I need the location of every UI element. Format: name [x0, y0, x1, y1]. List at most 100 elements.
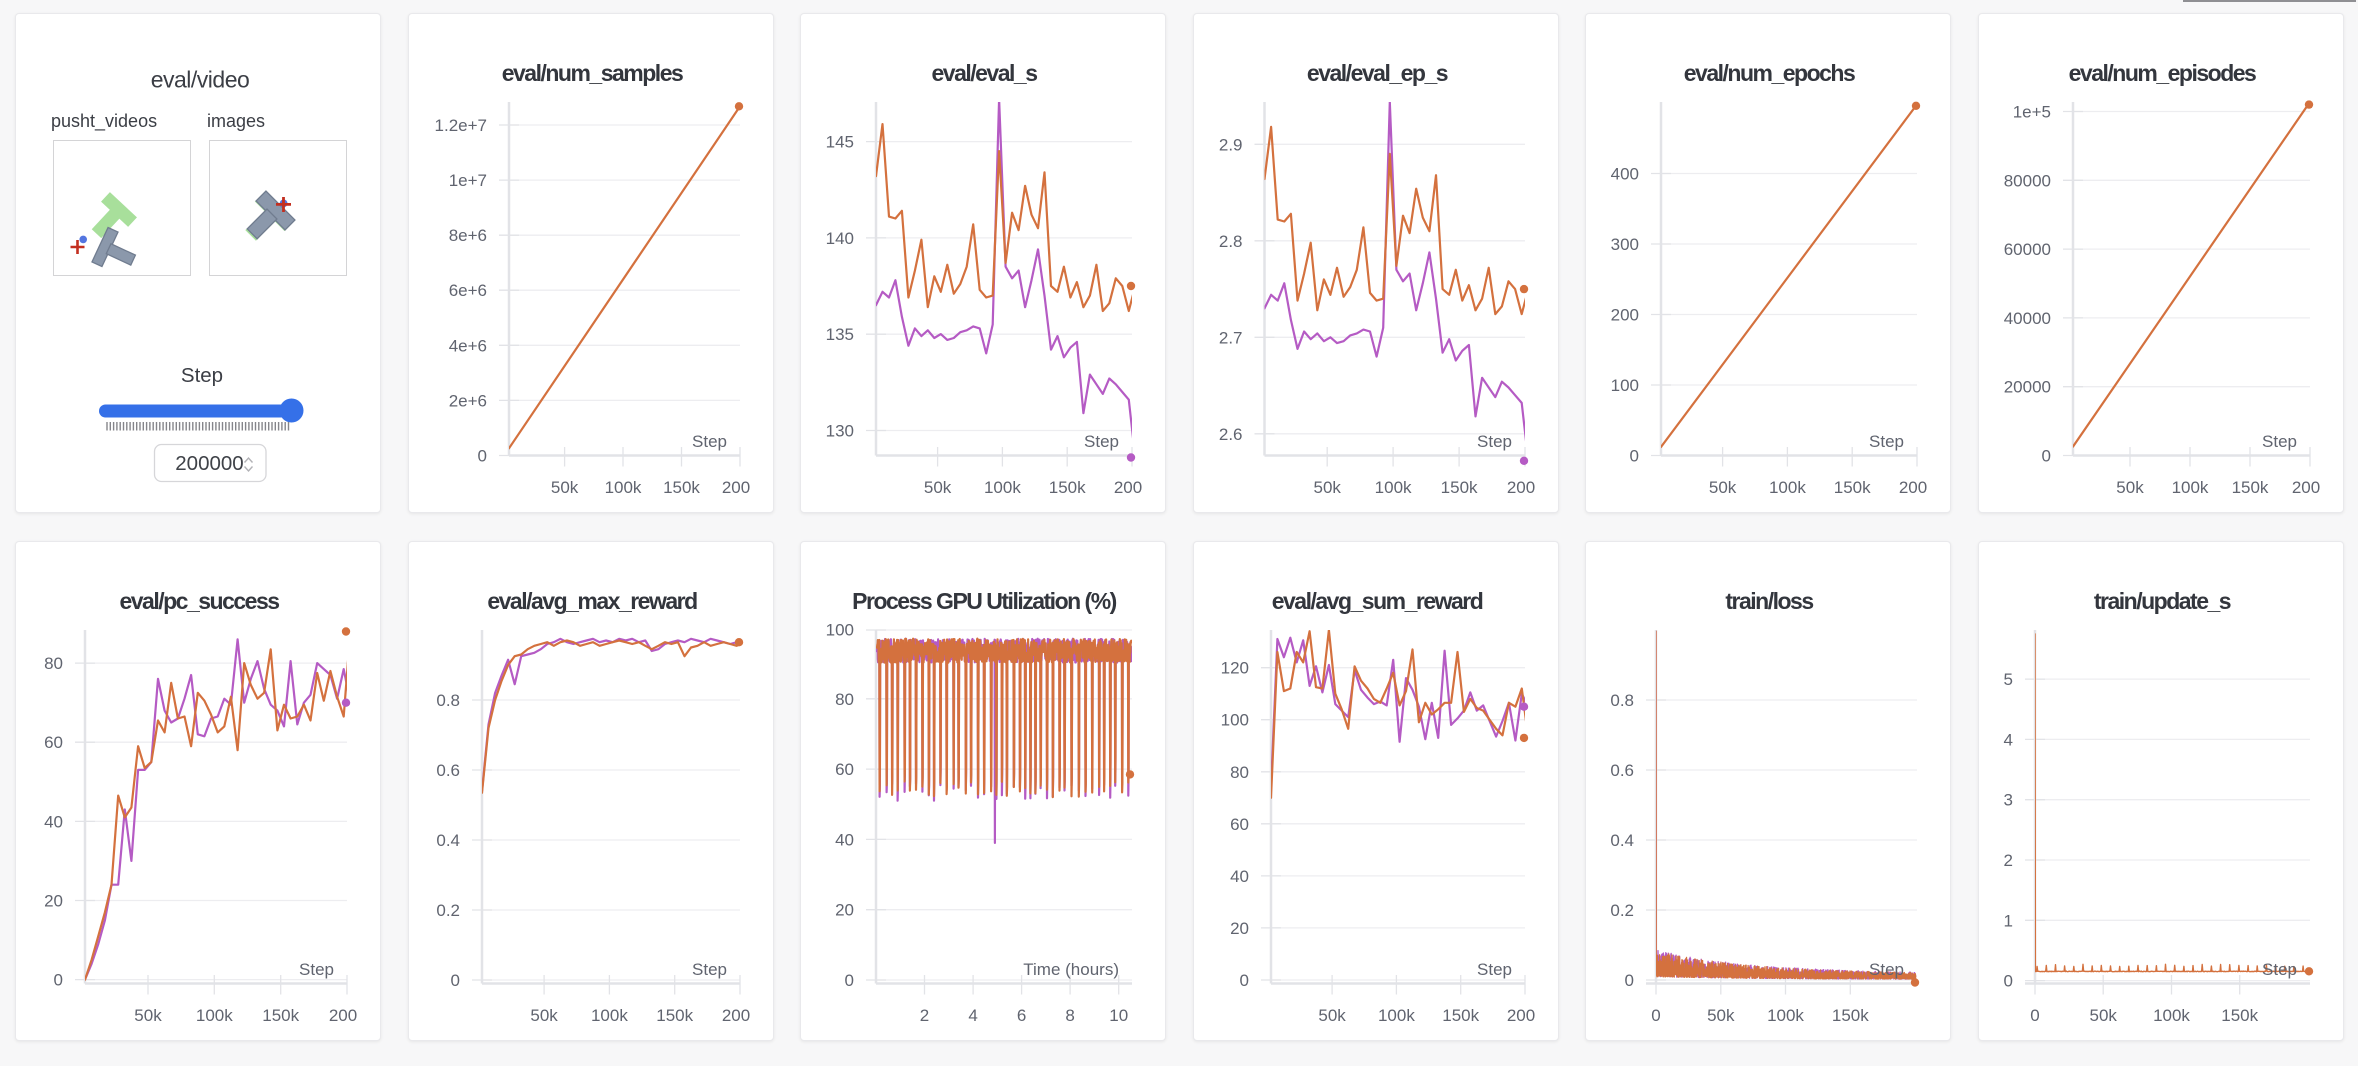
svg-text:60: 60 — [835, 760, 854, 779]
svg-text:eval/video: eval/video — [151, 67, 250, 93]
svg-text:Step: Step — [181, 364, 223, 387]
svg-text:Step: Step — [2262, 432, 2297, 451]
svg-text:50k: 50k — [924, 478, 952, 497]
svg-text:100k: 100k — [1769, 478, 1806, 497]
svg-text:50k: 50k — [1313, 478, 1341, 497]
svg-text:100k: 100k — [2171, 478, 2208, 497]
svg-text:50k: 50k — [1709, 478, 1737, 497]
svg-text:50k: 50k — [1318, 1006, 1346, 1025]
svg-text:2.7: 2.7 — [1218, 328, 1242, 347]
svg-text:150k: 150k — [1442, 1006, 1479, 1025]
svg-text:0: 0 — [477, 447, 486, 466]
svg-text:20: 20 — [835, 901, 854, 920]
svg-text:0.8: 0.8 — [1610, 691, 1634, 710]
svg-text:200: 200 — [1114, 478, 1142, 497]
svg-text:4e+6: 4e+6 — [448, 336, 486, 355]
svg-text:images: images — [207, 111, 265, 131]
svg-text:100: 100 — [1611, 376, 1639, 395]
svg-text:50k: 50k — [134, 1006, 162, 1025]
svg-text:5: 5 — [2003, 670, 2012, 689]
svg-text:20: 20 — [44, 892, 63, 911]
svg-text:train/loss: train/loss — [1725, 588, 1813, 614]
svg-text:Step: Step — [692, 432, 727, 451]
svg-text:Process GPU Utilization (%): Process GPU Utilization (%) — [852, 588, 1117, 614]
svg-text:Step: Step — [1869, 432, 1904, 451]
svg-text:200: 200 — [721, 478, 749, 497]
svg-text:2.8: 2.8 — [1218, 232, 1242, 251]
svg-text:3: 3 — [2003, 791, 2012, 810]
svg-text:Step: Step — [1477, 960, 1512, 979]
svg-text:0.6: 0.6 — [436, 761, 460, 780]
svg-text:200: 200 — [1506, 1006, 1534, 1025]
svg-text:0: 0 — [1651, 1006, 1660, 1025]
svg-text:50k: 50k — [2116, 478, 2144, 497]
svg-text:eval/num_epochs: eval/num_epochs — [1684, 60, 1855, 86]
svg-text:Time (hours): Time (hours) — [1023, 960, 1119, 979]
svg-text:0: 0 — [1630, 447, 1639, 466]
svg-text:150k: 150k — [262, 1006, 299, 1025]
svg-text:Step: Step — [299, 960, 334, 979]
svg-text:150k: 150k — [656, 1006, 693, 1025]
svg-text:100: 100 — [1220, 711, 1248, 730]
svg-text:6: 6 — [1017, 1006, 1026, 1025]
svg-text:eval/num_episodes: eval/num_episodes — [2068, 60, 2255, 86]
svg-text:2e+6: 2e+6 — [448, 391, 486, 410]
svg-text:pusht_videos: pusht_videos — [51, 111, 157, 132]
svg-text:60: 60 — [1230, 815, 1249, 834]
svg-text:40: 40 — [835, 830, 854, 849]
svg-text:200000: 200000 — [175, 452, 243, 475]
svg-text:eval/eval_ep_s: eval/eval_ep_s — [1306, 60, 1447, 86]
svg-text:20: 20 — [1230, 919, 1249, 938]
svg-text:0.4: 0.4 — [436, 831, 460, 850]
svg-text:8e+6: 8e+6 — [448, 226, 486, 245]
svg-text:0.8: 0.8 — [436, 691, 460, 710]
svg-text:150k: 150k — [663, 478, 700, 497]
svg-text:2.6: 2.6 — [1218, 425, 1242, 444]
svg-text:0.4: 0.4 — [1610, 831, 1634, 850]
svg-text:0.6: 0.6 — [1610, 761, 1634, 780]
svg-text:Step: Step — [1869, 960, 1904, 979]
svg-text:40: 40 — [44, 812, 63, 831]
svg-text:200: 200 — [721, 1006, 749, 1025]
svg-text:100k: 100k — [2153, 1006, 2190, 1025]
svg-text:120: 120 — [1220, 659, 1248, 678]
svg-text:100k: 100k — [196, 1006, 233, 1025]
svg-text:Step: Step — [1084, 432, 1119, 451]
svg-text:130: 130 — [826, 422, 854, 441]
svg-text:100: 100 — [826, 621, 854, 640]
svg-text:1e+5: 1e+5 — [2012, 103, 2050, 122]
svg-text:4: 4 — [2003, 730, 2012, 749]
svg-text:eval/eval_s: eval/eval_s — [931, 60, 1037, 86]
svg-text:1.2e+7: 1.2e+7 — [434, 116, 486, 135]
svg-text:0: 0 — [2030, 1006, 2039, 1025]
svg-text:eval/avg_max_reward: eval/avg_max_reward — [487, 588, 697, 614]
svg-text:Step: Step — [692, 960, 727, 979]
svg-text:6e+6: 6e+6 — [448, 281, 486, 300]
svg-text:2: 2 — [2003, 851, 2012, 870]
svg-text:20000: 20000 — [2003, 378, 2050, 397]
svg-text:8: 8 — [1065, 1006, 1074, 1025]
svg-text:Step: Step — [1477, 432, 1512, 451]
svg-text:200: 200 — [329, 1006, 357, 1025]
svg-text:0: 0 — [2041, 447, 2050, 466]
svg-text:150k: 150k — [2231, 478, 2268, 497]
svg-text:60: 60 — [44, 733, 63, 752]
svg-text:eval/pc_success: eval/pc_success — [119, 588, 279, 614]
svg-text:4: 4 — [968, 1006, 977, 1025]
svg-text:150k: 150k — [2221, 1006, 2258, 1025]
svg-text:80: 80 — [44, 654, 63, 673]
svg-text:100k: 100k — [984, 478, 1021, 497]
svg-text:Step: Step — [2262, 960, 2297, 979]
svg-text:100k: 100k — [1374, 478, 1411, 497]
svg-text:200: 200 — [2291, 478, 2319, 497]
svg-text:2: 2 — [920, 1006, 929, 1025]
svg-text:80: 80 — [1230, 763, 1249, 782]
svg-text:40: 40 — [1230, 867, 1249, 886]
svg-text:0.2: 0.2 — [1610, 901, 1634, 920]
svg-text:0: 0 — [450, 971, 459, 990]
svg-text:2.9: 2.9 — [1218, 135, 1242, 154]
svg-text:0.2: 0.2 — [436, 901, 460, 920]
svg-text:140: 140 — [826, 229, 854, 248]
svg-text:100k: 100k — [590, 1006, 627, 1025]
svg-text:200: 200 — [1899, 478, 1927, 497]
